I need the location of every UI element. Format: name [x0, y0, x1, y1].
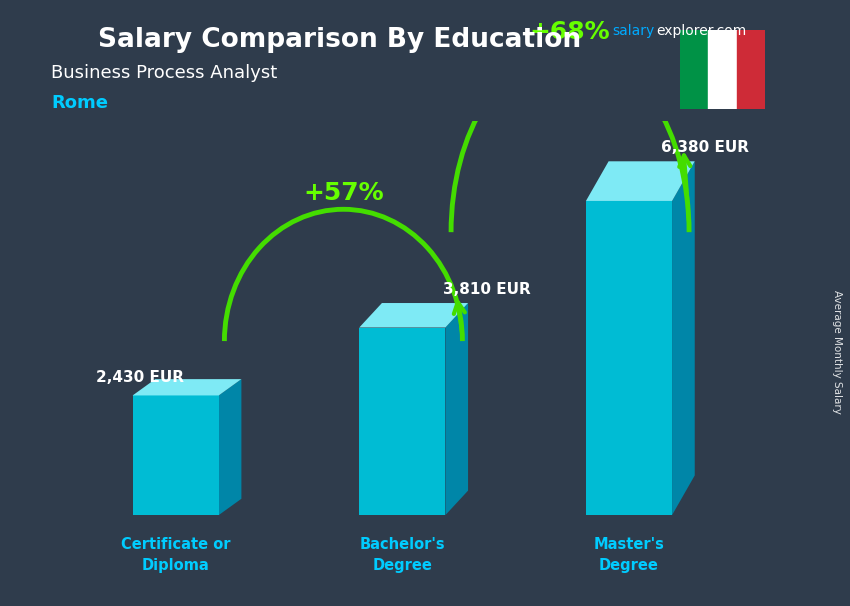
Text: 2,430 EUR: 2,430 EUR	[96, 370, 184, 385]
Text: +68%: +68%	[530, 20, 610, 44]
Polygon shape	[445, 303, 468, 515]
Text: +57%: +57%	[303, 181, 383, 205]
Polygon shape	[672, 161, 694, 515]
Polygon shape	[218, 379, 241, 515]
Bar	[737, 30, 765, 109]
Text: Rome: Rome	[51, 94, 108, 112]
Bar	[708, 30, 737, 109]
Polygon shape	[133, 379, 241, 396]
Bar	[680, 30, 708, 109]
Text: Salary Comparison By Education: Salary Comparison By Education	[99, 27, 581, 53]
Bar	[360, 327, 445, 515]
Bar	[586, 201, 672, 515]
Polygon shape	[360, 303, 468, 327]
Bar	[133, 396, 218, 515]
Polygon shape	[586, 161, 694, 201]
Text: explorer.com: explorer.com	[656, 24, 746, 38]
Text: 3,810 EUR: 3,810 EUR	[443, 282, 531, 297]
Text: Business Process Analyst: Business Process Analyst	[51, 64, 277, 82]
Text: salary: salary	[612, 24, 654, 38]
Text: Average Monthly Salary: Average Monthly Salary	[832, 290, 842, 413]
Text: 6,380 EUR: 6,380 EUR	[660, 141, 749, 155]
